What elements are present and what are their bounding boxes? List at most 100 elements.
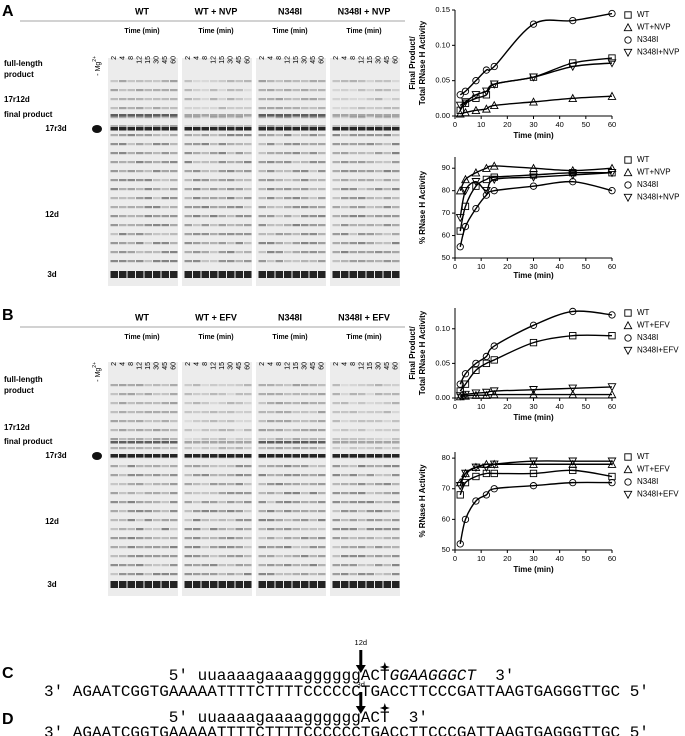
gel-band [153, 179, 161, 182]
gel-band [235, 519, 243, 522]
gel-band [267, 197, 275, 200]
gel-band [144, 161, 152, 164]
gel-band [309, 224, 317, 227]
gel-band [170, 127, 178, 131]
gel-band [383, 215, 391, 218]
lane-label: 4 [194, 362, 201, 366]
gel-band [292, 260, 300, 263]
gel-band [267, 528, 275, 531]
gel-band [275, 197, 283, 200]
gel-band [375, 224, 383, 227]
gel-band [218, 251, 226, 254]
marker [482, 491, 491, 499]
gel-band [275, 411, 283, 414]
gel-band [201, 546, 209, 549]
gel-band [136, 581, 144, 588]
gel-band [383, 161, 391, 164]
gel-band [267, 80, 275, 83]
lane-label: 8 [276, 56, 283, 60]
gel-band [349, 501, 357, 504]
gel-band [332, 429, 340, 432]
gel-band [275, 152, 283, 155]
gel-band [153, 143, 161, 146]
gel-band [144, 438, 152, 441]
lane-label: 15 [293, 56, 300, 64]
marker [490, 469, 498, 478]
series-line [459, 172, 613, 218]
gel-band [210, 116, 218, 119]
gel-band [258, 402, 266, 405]
gel-band [392, 402, 400, 405]
gel-band [110, 474, 118, 477]
gel-band [201, 134, 209, 137]
gel-band [161, 537, 169, 540]
gel-band [258, 474, 266, 477]
gel-band [193, 564, 201, 567]
marker [489, 161, 499, 170]
gel-band [110, 537, 118, 540]
marker [471, 389, 481, 398]
gel-band [267, 429, 275, 432]
gel-band [110, 564, 118, 567]
gel-band [127, 143, 135, 146]
gel-band [235, 80, 243, 83]
gel-band [210, 242, 218, 245]
gel-band [184, 402, 192, 405]
gel-band [193, 510, 201, 513]
gel-band [292, 528, 300, 531]
gel-band [153, 251, 161, 254]
gel-band [119, 573, 127, 576]
gel-band [383, 170, 391, 173]
gel-band [375, 438, 383, 441]
gel-band [244, 483, 252, 486]
gel-band [301, 528, 309, 531]
lane-label: 8 [202, 362, 209, 366]
marker [529, 386, 538, 395]
gel-band [227, 393, 235, 396]
gel-band [244, 510, 252, 513]
gel-band [244, 564, 252, 567]
marker [607, 459, 617, 468]
gel-band [161, 127, 169, 131]
gel-band [258, 134, 266, 137]
x-tick-label: 20 [503, 120, 511, 129]
gel-band [258, 233, 266, 236]
gel-band [170, 152, 178, 155]
gel-band [218, 564, 226, 567]
group-title: WT [135, 6, 149, 16]
gel-band [235, 107, 243, 110]
gel-band [235, 271, 243, 278]
gel-band [227, 206, 235, 209]
gel-band [119, 465, 127, 468]
y-tick-label: 70 [442, 484, 450, 493]
lane-label: 8 [202, 56, 209, 60]
gel-band [375, 429, 383, 432]
gel-band [170, 80, 178, 83]
gel-band [153, 384, 161, 387]
gel-band [153, 546, 161, 549]
gel-band [244, 465, 252, 468]
gel-band [161, 420, 169, 423]
gel-band [153, 447, 161, 450]
marker [481, 187, 491, 196]
group-title: WT + EFV [195, 312, 237, 322]
gel-band [110, 429, 118, 432]
gel-band [392, 411, 400, 414]
gel-band [193, 384, 201, 387]
marker [568, 93, 578, 102]
gel-band [258, 447, 266, 450]
gel-band [235, 179, 243, 182]
gel-band [227, 224, 235, 227]
gel-band [258, 546, 266, 549]
lane-label: 12 [211, 56, 218, 64]
gel-band [341, 98, 349, 101]
gel-band [110, 127, 118, 131]
gel-band [318, 465, 326, 468]
marker [607, 457, 617, 466]
gel-band [110, 116, 118, 119]
gel-band [284, 474, 292, 477]
gel-band [375, 465, 383, 468]
lane-label: 8 [276, 362, 283, 366]
gel-band [119, 98, 127, 101]
gel-band [301, 438, 309, 441]
